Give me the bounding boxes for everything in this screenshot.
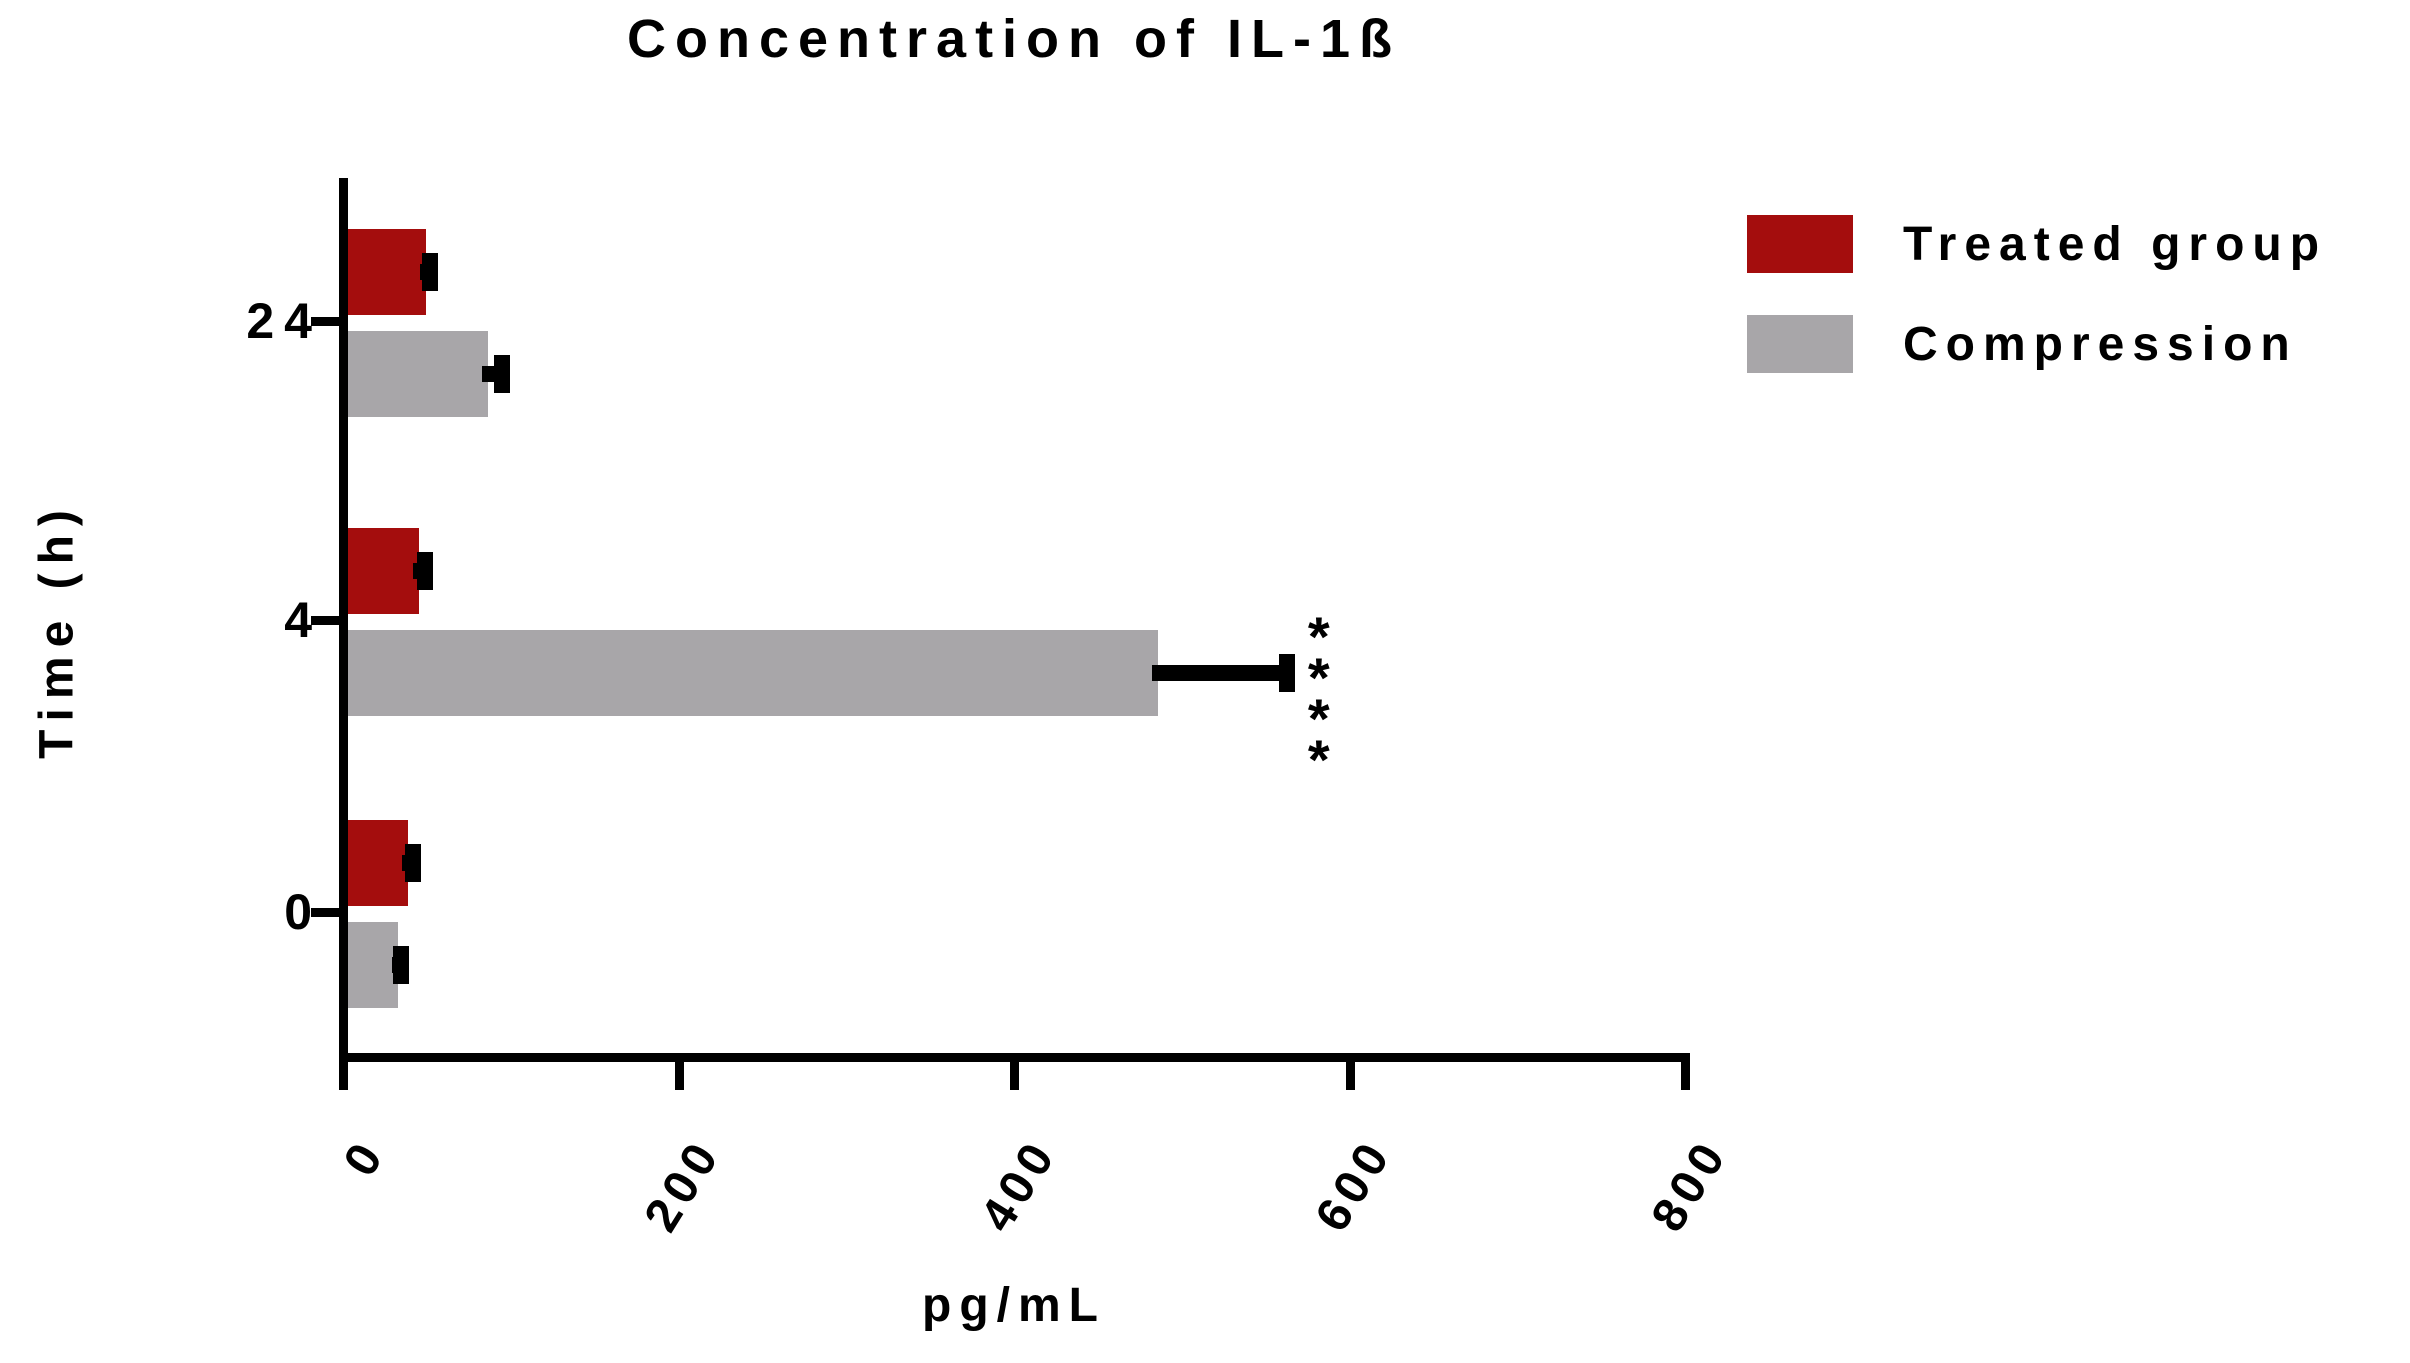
x-axis-tick-label: 200 bbox=[635, 1129, 732, 1241]
y-axis-tick-label: 4 bbox=[284, 592, 322, 648]
x-axis-tick-label: 600 bbox=[1306, 1129, 1403, 1241]
error-bar-cap bbox=[393, 946, 410, 984]
asterisk: * bbox=[1307, 605, 1330, 668]
legend-swatch-treated-group bbox=[1747, 215, 1853, 273]
asterisk: * bbox=[1307, 728, 1330, 791]
legend-label-compression: Compression bbox=[1903, 317, 2298, 371]
bar-treated-group-24h bbox=[344, 229, 427, 315]
x-axis-tick-label: 400 bbox=[970, 1129, 1068, 1241]
asterisk: * bbox=[1307, 646, 1330, 709]
legend: Treated group Compression bbox=[1747, 215, 2327, 415]
error-bar-cap bbox=[1278, 654, 1295, 692]
legend-item-compression: Compression bbox=[1747, 315, 2327, 373]
x-axis-line bbox=[339, 1053, 1690, 1062]
x-axis-tick bbox=[1010, 1062, 1019, 1090]
y-axis-tick bbox=[311, 908, 343, 917]
chart-title: Concentration of IL-1ß bbox=[627, 9, 1401, 69]
bar-compression-4h bbox=[344, 630, 1158, 716]
x-axis-tick-label: 0 bbox=[334, 1129, 397, 1186]
x-axis-tick-label: 800 bbox=[1641, 1129, 1739, 1241]
x-axis-tick bbox=[1345, 1062, 1355, 1090]
y-axis-title: Time (h) bbox=[30, 501, 84, 759]
x-axis-tick bbox=[1681, 1062, 1690, 1090]
bar-treated-group-4h bbox=[344, 528, 420, 614]
legend-swatch-compression bbox=[1747, 315, 1853, 373]
x-axis-title: pg/mL bbox=[922, 1279, 1106, 1332]
legend-item-treated-group: Treated group bbox=[1747, 215, 2327, 273]
y-axis-line bbox=[339, 178, 348, 1062]
y-axis-tick bbox=[311, 317, 343, 326]
error-bar-cap bbox=[416, 552, 433, 590]
error-bar bbox=[1151, 665, 1287, 681]
significance-annotation: * * * * bbox=[1289, 605, 1349, 791]
asterisk: * bbox=[1307, 687, 1330, 750]
x-axis-tick bbox=[339, 1062, 348, 1090]
y-axis-tick bbox=[311, 616, 343, 625]
error-bar-cap bbox=[493, 355, 510, 393]
bar-compression-24h bbox=[344, 331, 489, 417]
y-axis-tick-label: 24 bbox=[246, 293, 322, 349]
error-bar-cap bbox=[421, 253, 438, 291]
legend-label-treated-group: Treated group bbox=[1903, 217, 2328, 271]
bar-compression-0h bbox=[344, 922, 398, 1008]
bar-treated-group-0h bbox=[344, 820, 408, 906]
x-axis-tick bbox=[674, 1062, 684, 1090]
y-axis-tick-label: 0 bbox=[284, 884, 322, 940]
error-bar-cap bbox=[404, 844, 421, 882]
